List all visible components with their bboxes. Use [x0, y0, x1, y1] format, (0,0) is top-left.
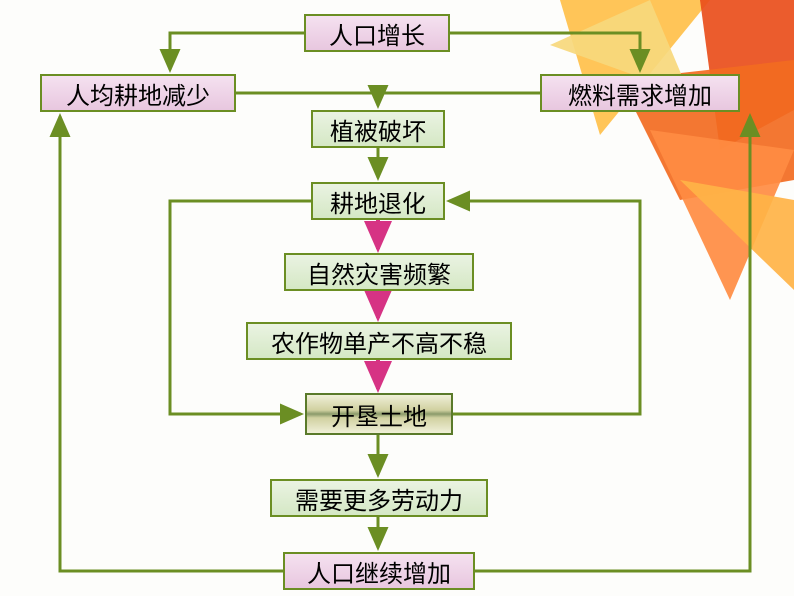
node-label: 开垦土地	[331, 397, 427, 432]
node-label: 人均耕地减少	[66, 76, 210, 111]
node-population-growth: 人口增长	[304, 14, 450, 52]
node-label: 自然灾害频繁	[307, 255, 451, 290]
background-decoration	[444, 0, 794, 320]
node-label: 燃料需求增加	[568, 76, 712, 111]
node-population-continue: 人口继续增加	[283, 552, 475, 590]
node-label: 人口增长	[329, 16, 425, 51]
node-crop-yield: 农作物单产不高不稳	[246, 322, 512, 360]
node-vegetation-damage: 植被破坏	[311, 110, 445, 148]
node-label: 人口继续增加	[307, 554, 451, 589]
node-label: 植被破坏	[330, 112, 426, 147]
node-label: 农作物单产不高不稳	[271, 324, 487, 359]
node-reclaim-land: 开垦土地	[305, 393, 453, 435]
node-label: 耕地退化	[330, 184, 426, 219]
node-farmland-decrease: 人均耕地减少	[40, 74, 236, 112]
node-disasters: 自然灾害频繁	[284, 253, 474, 291]
node-label: 需要更多劳动力	[295, 481, 463, 516]
node-fuel-demand: 燃料需求增加	[540, 74, 740, 112]
node-farmland-degrade: 耕地退化	[311, 182, 445, 220]
node-more-labor: 需要更多劳动力	[270, 479, 488, 517]
